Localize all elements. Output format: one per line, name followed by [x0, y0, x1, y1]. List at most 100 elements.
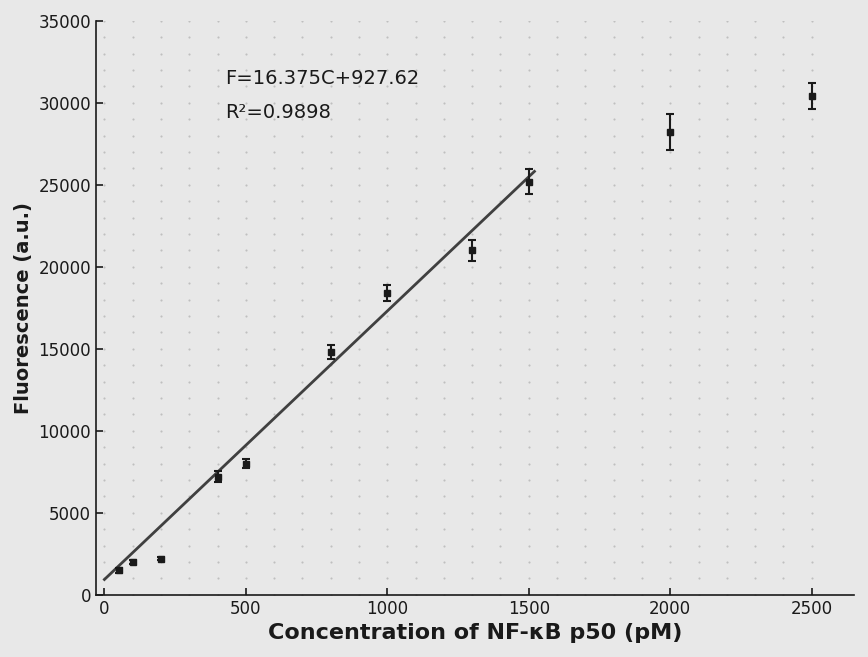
Point	[380, 229, 394, 239]
Point	[211, 491, 225, 501]
Point	[154, 409, 168, 420]
Point	[239, 459, 253, 469]
Point	[663, 32, 677, 43]
Point	[182, 491, 196, 501]
Point	[720, 507, 733, 518]
Point	[465, 16, 479, 26]
Point	[494, 459, 508, 469]
Point	[239, 179, 253, 190]
Point	[380, 327, 394, 338]
Point	[126, 524, 140, 534]
Point	[380, 98, 394, 108]
Point	[805, 426, 819, 436]
Point	[692, 212, 706, 223]
Point	[380, 344, 394, 354]
Point	[409, 556, 423, 567]
Point	[607, 147, 621, 157]
Point	[352, 261, 366, 272]
Point	[494, 524, 508, 534]
Point	[748, 507, 762, 518]
Point	[635, 49, 649, 59]
Point	[409, 65, 423, 76]
Point	[550, 426, 564, 436]
Point	[380, 426, 394, 436]
Point	[182, 442, 196, 453]
Point	[352, 376, 366, 387]
Point	[437, 49, 450, 59]
Point	[550, 196, 564, 206]
Point	[777, 163, 791, 173]
Point	[409, 376, 423, 387]
Point	[465, 393, 479, 403]
Point	[522, 163, 536, 173]
Point	[97, 179, 111, 190]
Point	[211, 556, 225, 567]
Point	[663, 65, 677, 76]
Point	[635, 245, 649, 256]
Point	[465, 459, 479, 469]
Point	[522, 278, 536, 288]
Point	[267, 540, 281, 551]
Point	[805, 212, 819, 223]
Point	[522, 81, 536, 92]
Point	[805, 344, 819, 354]
Point	[126, 245, 140, 256]
Point	[126, 261, 140, 272]
Point	[522, 245, 536, 256]
Point	[154, 459, 168, 469]
Point	[550, 147, 564, 157]
Point	[97, 459, 111, 469]
Point	[154, 573, 168, 583]
Point	[295, 229, 309, 239]
Point	[692, 426, 706, 436]
Point	[692, 327, 706, 338]
Point	[635, 573, 649, 583]
Point	[550, 524, 564, 534]
Point	[578, 114, 592, 125]
Point	[324, 179, 338, 190]
Point	[295, 163, 309, 173]
Point	[805, 179, 819, 190]
Point	[182, 507, 196, 518]
Point	[692, 16, 706, 26]
Point	[437, 474, 450, 485]
Point	[239, 409, 253, 420]
Point	[409, 491, 423, 501]
Point	[154, 196, 168, 206]
Point	[239, 32, 253, 43]
Point	[550, 344, 564, 354]
Point	[465, 65, 479, 76]
Point	[465, 163, 479, 173]
Point	[692, 196, 706, 206]
Point	[211, 426, 225, 436]
Point	[578, 245, 592, 256]
Point	[437, 245, 450, 256]
Point	[663, 573, 677, 583]
Point	[692, 589, 706, 600]
Point	[550, 81, 564, 92]
Point	[805, 16, 819, 26]
Point	[607, 589, 621, 600]
Point	[465, 212, 479, 223]
Point	[663, 426, 677, 436]
Point	[777, 491, 791, 501]
Point	[380, 245, 394, 256]
Point	[748, 360, 762, 371]
Point	[550, 163, 564, 173]
Point	[607, 311, 621, 321]
Point	[635, 393, 649, 403]
Point	[748, 474, 762, 485]
Point	[409, 245, 423, 256]
Point	[607, 179, 621, 190]
Point	[692, 573, 706, 583]
Point	[607, 261, 621, 272]
Point	[578, 16, 592, 26]
Point	[607, 212, 621, 223]
Point	[182, 426, 196, 436]
Point	[720, 294, 733, 305]
Point	[748, 16, 762, 26]
Point	[494, 327, 508, 338]
Point	[97, 245, 111, 256]
Point	[409, 459, 423, 469]
Point	[154, 81, 168, 92]
